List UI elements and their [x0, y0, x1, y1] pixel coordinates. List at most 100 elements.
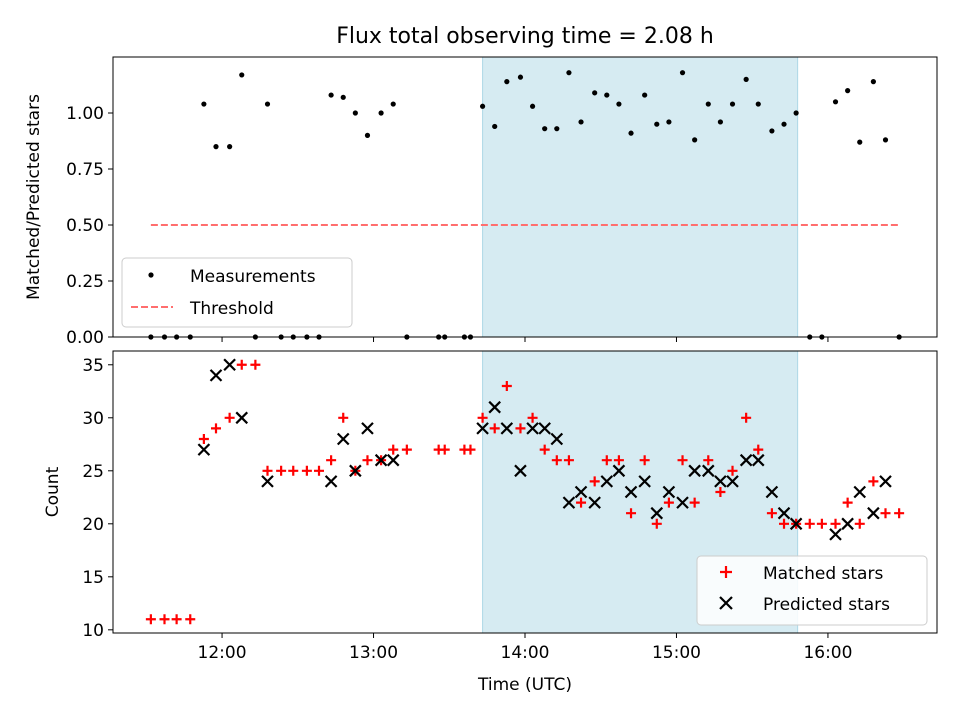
predicted-star-point	[574, 485, 588, 499]
measurement-point	[479, 103, 486, 109]
matched-star-point	[854, 518, 865, 529]
measurement-point	[705, 101, 711, 107]
measurement-point	[857, 139, 863, 145]
matched-star-point	[301, 465, 312, 476]
matched-star-point	[145, 614, 156, 625]
legend-threshold-label: Threshold	[189, 299, 274, 319]
matched-star-point	[388, 444, 399, 455]
predicted-star-point	[612, 464, 626, 478]
x-axis-label: Time (UTC)	[477, 675, 572, 695]
predicted-star-point	[751, 453, 765, 467]
measurement-point	[628, 130, 634, 136]
measurement-point	[604, 92, 610, 98]
top-x-ticks	[221, 337, 829, 342]
matched-star-point	[830, 518, 841, 529]
matched-star-point	[842, 497, 853, 508]
measurement-point	[743, 76, 749, 82]
predicted-star-point	[879, 475, 892, 488]
bottom-plot-marks	[145, 358, 905, 625]
matched-star-point	[439, 444, 450, 455]
predicted-star-point	[853, 485, 867, 499]
x-tick-label: 13:00	[349, 643, 398, 663]
x-tick-label: 16:00	[803, 643, 852, 663]
predicted-star-point	[765, 485, 779, 499]
matched-star-point	[489, 423, 500, 434]
matched-star-point	[626, 508, 637, 519]
predicted-star-point	[476, 422, 489, 435]
y-tick-label: 10	[82, 621, 104, 641]
predicted-star-point	[867, 506, 880, 520]
y-tick-label: 0.75	[66, 160, 104, 180]
bottom-y-ticks: 10 15 20 25 30 35	[82, 356, 113, 641]
measurement-point	[666, 119, 672, 125]
measurement-point	[390, 101, 396, 107]
y-tick-label: 1.00	[66, 104, 104, 124]
matched-star-point	[171, 614, 182, 625]
matched-star-point	[677, 455, 688, 466]
matched-star-point	[211, 423, 221, 434]
matched-star-point	[288, 465, 299, 476]
measurement-point	[239, 72, 245, 78]
measurement-point	[845, 88, 851, 94]
measurement-point	[352, 110, 358, 116]
y-tick-label: 30	[82, 409, 104, 429]
measurement-point	[227, 144, 233, 150]
predicted-star-point	[562, 496, 576, 509]
top-panel: 0.00 0.25 0.50 0.75 1.00 Flux total observin…	[24, 24, 938, 348]
matched-star-point	[224, 412, 235, 423]
matched-star-point	[804, 518, 815, 529]
y-tick-label: 0.50	[66, 216, 104, 236]
predicted-star-point	[209, 369, 223, 382]
top-y-axis-label: Matched/Predicted stars	[24, 94, 44, 300]
predicted-star-point	[349, 464, 362, 478]
matched-star-point	[766, 508, 777, 519]
measurement-point	[781, 121, 787, 127]
matched-star-point	[703, 455, 714, 466]
measurement-point	[529, 103, 536, 109]
predicted-star-point	[638, 475, 651, 488]
matched-star-point	[185, 614, 196, 625]
measurement-point	[542, 126, 548, 132]
predicted-star-point	[197, 443, 211, 456]
matched-star-point	[362, 455, 373, 466]
predicted-star-point	[841, 517, 854, 531]
predicted-star-point	[777, 506, 791, 520]
matched-star-point	[613, 455, 624, 466]
measurement-point	[729, 101, 736, 107]
predicted-star-point	[526, 422, 539, 435]
predicted-star-point	[538, 422, 551, 435]
matched-star-point	[539, 444, 550, 455]
y-tick-label: 20	[82, 515, 104, 535]
legend-measurements-label: Measurements	[190, 267, 316, 287]
y-tick-label: 15	[82, 568, 104, 588]
measurement-point	[378, 110, 384, 116]
matched-star-point	[501, 380, 512, 391]
matched-star-point	[689, 497, 700, 508]
matched-star-point	[262, 465, 273, 476]
matched-star-point	[276, 465, 287, 476]
measurement-point	[692, 137, 698, 143]
predicted-star-point	[662, 485, 676, 499]
legend-predicted-marker	[719, 596, 733, 610]
matched-star-point	[816, 518, 827, 529]
predicted-star-point	[726, 475, 739, 488]
legend-predicted-label: Predicted stars	[763, 595, 890, 615]
chart-title: Flux total observing time = 2.08 h	[336, 24, 714, 49]
matched-star-point	[601, 455, 612, 466]
predicted-star-point	[789, 517, 803, 531]
predicted-star-point	[650, 506, 664, 520]
matched-star-point	[880, 508, 891, 519]
top-highlight-span	[482, 56, 799, 338]
bottom-axes-frame	[112, 350, 938, 634]
matched-star-point	[527, 412, 538, 423]
bottom-x-ticks: 12:00 13:00 14:00 15:00 16:00	[198, 633, 852, 663]
measurement-point	[882, 137, 889, 143]
measurement-point	[213, 144, 219, 150]
predicted-star-point	[702, 464, 715, 478]
predicted-star-point	[361, 422, 374, 435]
legend-matched-label: Matched stars	[763, 564, 883, 584]
measurement-point	[642, 92, 648, 98]
top-legend-box	[121, 257, 353, 328]
bottom-legend-box	[696, 555, 928, 626]
